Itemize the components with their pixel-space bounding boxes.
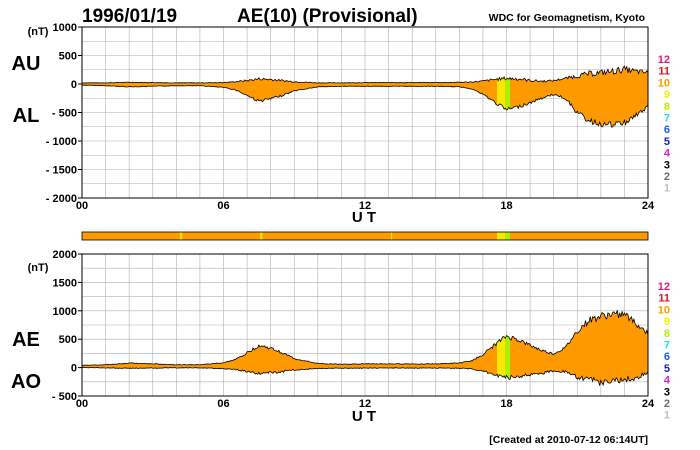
highlight-band — [497, 310, 506, 386]
y-tick-label: 1000 — [53, 22, 77, 34]
highlight-band — [497, 66, 506, 127]
ae-ao-grid — [82, 254, 648, 396]
index-title: AE(10) (Provisional) — [237, 6, 418, 27]
quality-bar-fill — [81, 231, 649, 241]
station-count-label: 6 — [664, 351, 670, 363]
au-line — [81, 65, 649, 84]
station-count-label: 3 — [664, 159, 670, 171]
al-series-label: AL — [13, 105, 40, 127]
x-tick-label: 06 — [217, 398, 229, 410]
station-count-label: 2 — [664, 171, 670, 183]
au-al-data — [81, 65, 649, 128]
quality-bar — [81, 231, 649, 241]
quality-mark — [505, 232, 511, 240]
station-count-label: 1 — [664, 183, 670, 195]
y-tick-label: 1500 — [53, 277, 77, 289]
ae-ao-unit-label: (nT) — [28, 262, 49, 274]
quality-mark — [260, 232, 263, 240]
x-tick-label: 24 — [642, 200, 655, 212]
au-al-y-ticks: 1000 500 0 - 500 - 1000 - 1500 - 2000 — [46, 22, 82, 205]
ae-ao-x-ticks: 00 06 12 18 24 — [76, 398, 655, 410]
station-count-label: 8 — [664, 101, 670, 113]
y-tick-label: 500 — [59, 51, 77, 63]
station-count-label: 5 — [664, 363, 670, 375]
station-count-label: 3 — [664, 386, 670, 398]
au-al-x-ticks: 00 06 12 18 24 — [76, 200, 655, 212]
station-count-label: 12 — [658, 281, 670, 293]
quality-mark — [497, 232, 506, 240]
station-count-label: 11 — [658, 66, 670, 78]
station-count-label: 8 — [664, 328, 670, 340]
ao-line — [81, 366, 649, 387]
x-tick-label: 00 — [76, 200, 88, 212]
highlight-bands — [497, 66, 511, 127]
station-count-label: 11 — [658, 293, 670, 305]
station-count-label: 9 — [664, 316, 670, 328]
al-line — [81, 84, 649, 128]
quality-bar-marks — [179, 232, 511, 240]
y-tick-label: - 1000 — [46, 136, 77, 148]
date-title: 1996/01/19 — [82, 6, 177, 27]
station-count-label: 6 — [664, 124, 670, 136]
station-count-label: 9 — [664, 89, 670, 101]
x-tick-label: 06 — [217, 200, 229, 212]
y-tick-label: 0 — [71, 79, 77, 91]
ae-ao-x-axis-label: U T — [352, 408, 376, 425]
y-tick-label: 2000 — [53, 249, 77, 261]
station-count-label: 12 — [658, 54, 670, 66]
ae-ao-frame — [81, 253, 649, 397]
y-tick-label: - 500 — [52, 391, 77, 403]
ae-ao-y-ticks: 2000 1500 1000 500 0 - 500 — [52, 249, 82, 403]
ae-ao-data — [81, 310, 649, 387]
highlight-bands — [497, 310, 511, 386]
au-series-label: AU — [12, 53, 41, 75]
au-al-x-axis-label: U T — [352, 209, 376, 226]
x-tick-label: 00 — [76, 398, 88, 410]
created-timestamp: [Created at 2010-07-12 06:14UT] — [489, 434, 648, 446]
highlight-band — [505, 66, 511, 127]
station-count-label: 10 — [658, 304, 670, 316]
x-tick-label: 12 — [359, 398, 371, 410]
ae-series-label: AE — [12, 329, 40, 351]
plot-frame — [81, 253, 649, 397]
station-count-label: 2 — [664, 398, 670, 410]
station-count-label: 4 — [664, 375, 671, 387]
y-tick-label: 1000 — [53, 306, 77, 318]
y-tick-label: 0 — [71, 363, 77, 375]
x-tick-label: 18 — [500, 398, 512, 410]
quality-mark — [179, 232, 183, 240]
station-count-label: 7 — [664, 113, 670, 125]
x-tick-label: 24 — [642, 398, 655, 410]
highlight-band — [505, 310, 511, 386]
y-tick-label: - 2000 — [46, 193, 77, 205]
station-count-label: 7 — [664, 340, 670, 352]
au-al-grid — [82, 27, 648, 198]
y-tick-label: 500 — [59, 334, 77, 346]
station-count-label: 1 — [664, 410, 670, 422]
ae-line — [81, 310, 649, 366]
quality-mark — [390, 232, 393, 240]
ao-series-label: AO — [11, 371, 41, 393]
x-tick-label: 12 — [359, 200, 371, 212]
y-tick-label: - 1500 — [46, 165, 77, 177]
x-tick-label: 18 — [500, 200, 512, 212]
station-count-label: 5 — [664, 136, 670, 148]
au-al-unit-label: (nT) — [28, 26, 49, 38]
y-tick-label: - 500 — [52, 108, 77, 120]
source-label: WDC for Geomagnetism, Kyoto — [489, 12, 645, 24]
station-count-label: 10 — [658, 77, 670, 89]
station-count-label: 4 — [664, 148, 671, 160]
